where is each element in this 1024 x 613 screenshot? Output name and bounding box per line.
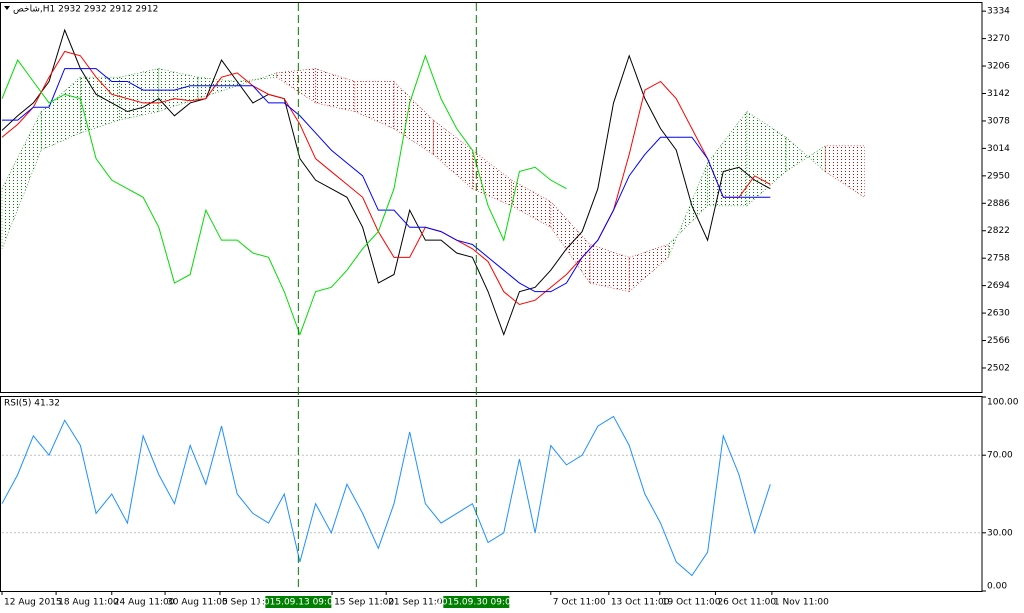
menu-arrow [4, 6, 10, 10]
y-tick-label: 30.00 [987, 528, 1013, 538]
cloud-segment [550, 200, 591, 285]
cloud-segment [432, 119, 473, 190]
y-tick-label: 2886 [987, 199, 1010, 209]
panel-frame [0, 396, 983, 592]
cloud-segment [668, 162, 708, 258]
y-tick-label: 2630 [987, 309, 1010, 319]
cloud-segment [628, 244, 669, 293]
x-tick-label: 26 Oct 11:00 [717, 598, 776, 608]
y-tick-label: 2502 [987, 363, 1010, 373]
series-line [1, 54, 567, 336]
cloud-segment [1, 111, 42, 249]
x-tick-label: 2015.09.30 09:00 [436, 598, 517, 608]
y-tick-label: 3142 [987, 89, 1010, 99]
x-tick-label: 1 Nov 11:00 [774, 598, 829, 608]
x-tick-label: 18 Aug 11:00 [58, 598, 119, 608]
cloud-segment [40, 76, 81, 151]
series-line [1, 415, 771, 577]
y-tick-label: 2758 [987, 254, 1010, 264]
y-tick-label: 2822 [987, 226, 1010, 236]
cloud-segment [746, 110, 787, 207]
cloud-segment [119, 68, 160, 121]
y-tick-label: 70.00 [987, 451, 1013, 461]
cloud-segment [354, 81, 395, 130]
y-tick-label: 0.00 [987, 582, 1007, 592]
x-tick-label: 21 Sep 11:00 [388, 598, 448, 608]
x-tick-label: 7 Oct 11:00 [553, 598, 606, 608]
y-tick-label: 3334 [987, 7, 1010, 17]
cloud-segment [511, 179, 552, 228]
x-tick-highlight [265, 596, 332, 608]
x-tick-label: 12 Aug 2015 [4, 598, 62, 608]
x-tick-label: 30 Aug 11:00 [167, 598, 228, 608]
cloud-segment [80, 76, 120, 134]
x-tick-label: 5 Sep 11:00 [222, 598, 277, 608]
series-line [1, 50, 771, 306]
cloud-segment [785, 136, 826, 173]
panel-frame [0, 2, 983, 393]
panel-title: شاخص,H1 2932 2932 2912 2912 [13, 5, 158, 15]
y-tick-label: 2566 [987, 336, 1010, 346]
cloud-segment [236, 72, 277, 87]
cloud-segment [197, 76, 238, 100]
x-tick-label: 13 Oct 11:00 [611, 598, 670, 608]
y-tick-label: 3078 [987, 116, 1010, 126]
x-tick-highlight [443, 596, 510, 608]
y-tick-label: 3014 [987, 144, 1010, 154]
series-line [1, 28, 771, 336]
y-tick-label: 100.00 [987, 398, 1019, 408]
cloud-segment [315, 68, 356, 112]
x-tick-label: 2015.09.13 09:00 [258, 598, 339, 608]
y-tick-label: 2694 [987, 281, 1010, 291]
cloud-segment [824, 145, 865, 198]
cloud-segment [589, 244, 630, 293]
y-tick-label: 2950 [987, 171, 1010, 181]
y-tick-label: 3270 [987, 34, 1010, 44]
panel-title: RSI(5) 41.32 [4, 399, 60, 409]
x-tick-label: 19 Oct 11:00 [662, 598, 721, 608]
x-tick-label: 24 Aug 11:00 [114, 598, 175, 608]
x-tick-label: 15 Sep 11:00 [334, 598, 394, 608]
y-tick-label: 3206 [987, 62, 1010, 72]
cloud-segment [472, 149, 512, 207]
cloud-segment [707, 110, 748, 207]
